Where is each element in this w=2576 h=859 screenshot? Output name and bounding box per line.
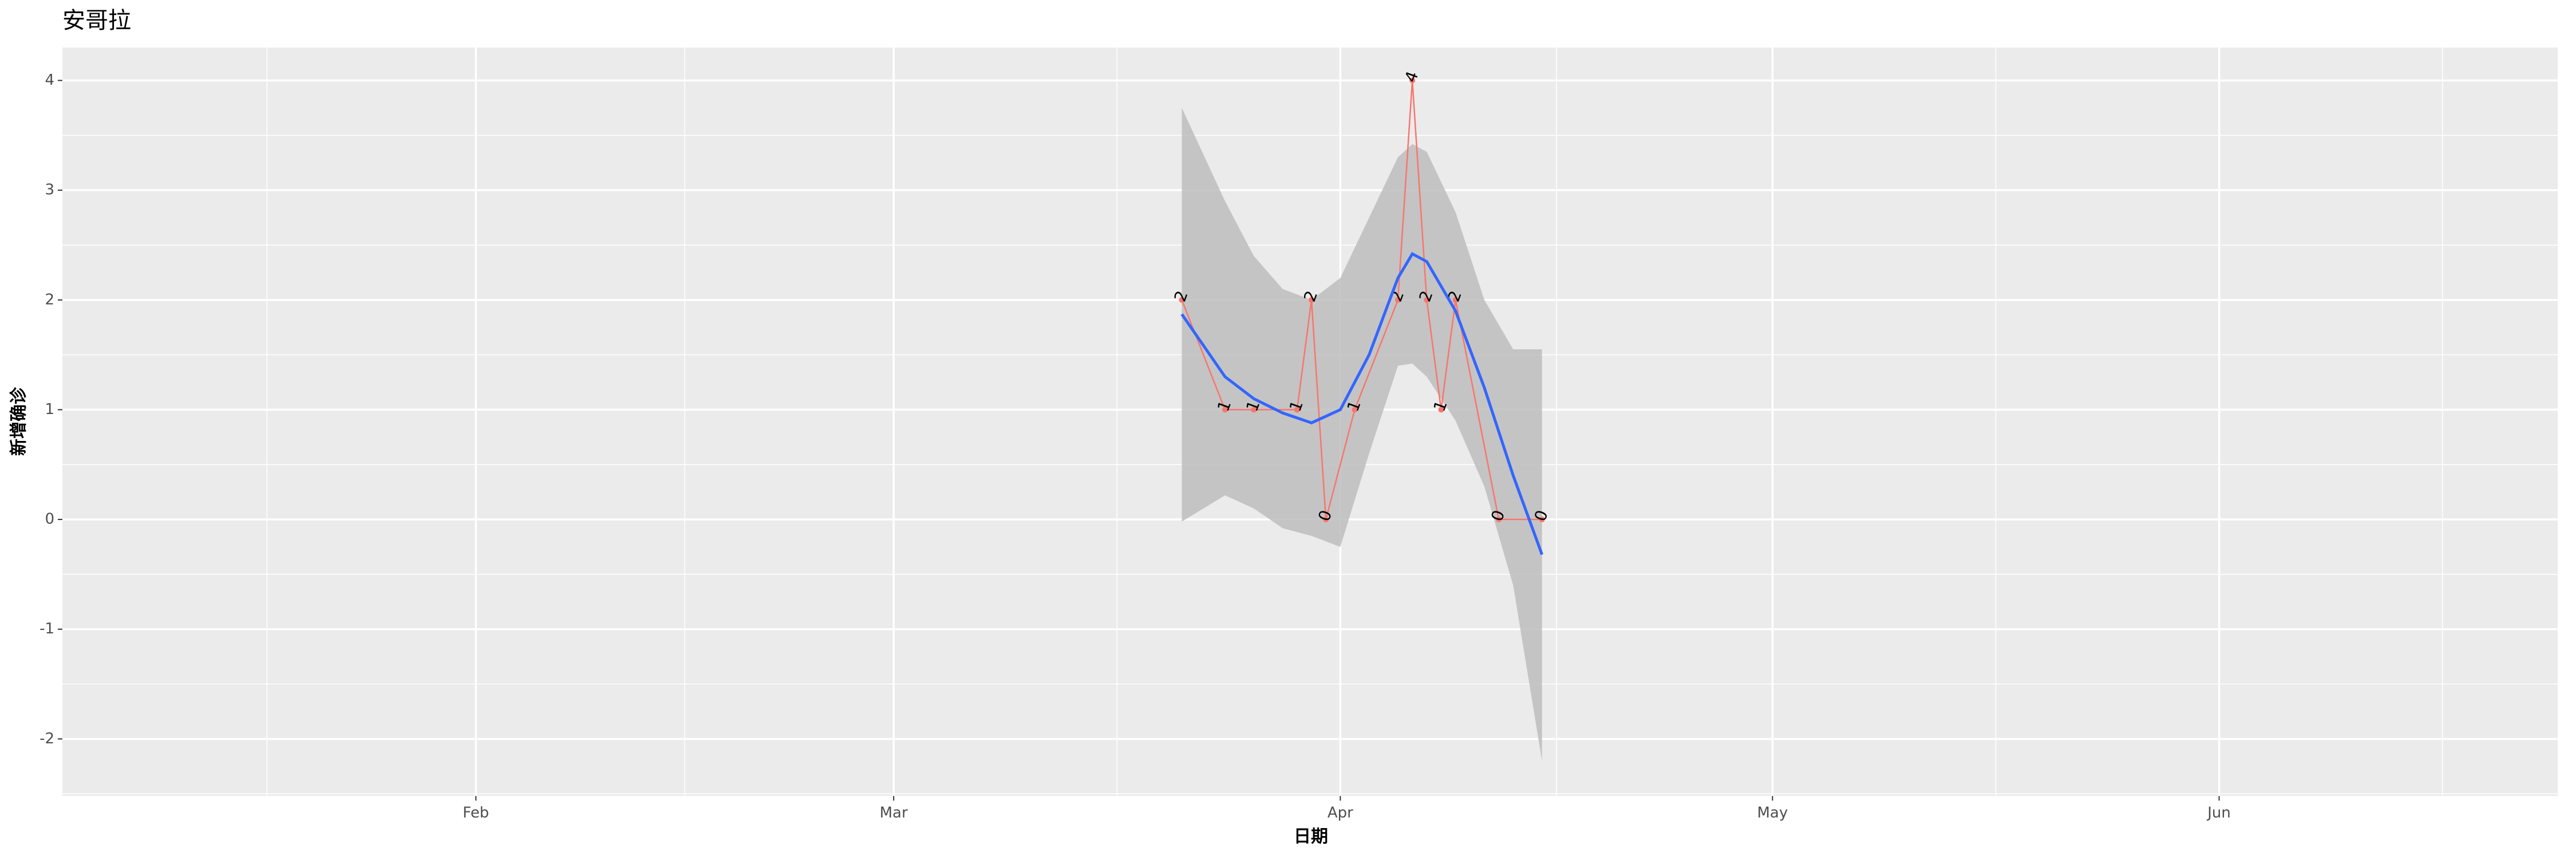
chart-title: 安哥拉: [62, 7, 131, 34]
data-point: [1438, 407, 1444, 413]
x-tick-label: Mar: [880, 805, 908, 822]
smooth-line: [1180, 251, 1544, 555]
x-tick-label: Feb: [463, 805, 489, 822]
y-tick-label: 4: [45, 72, 54, 89]
data-point: [1409, 77, 1416, 84]
data-point: [1424, 297, 1430, 303]
data-point: [1539, 517, 1545, 523]
data-point: [1496, 517, 1502, 523]
data-point: [1323, 517, 1329, 523]
x-axis-title: 日期: [1294, 827, 1328, 847]
x-tick-label: Apr: [1327, 805, 1353, 822]
data-point: [1251, 407, 1257, 413]
data-line: [1181, 80, 1542, 521]
data-point: [1395, 297, 1401, 303]
y-tick-label: -1: [39, 620, 54, 637]
data-point: [1222, 407, 1228, 413]
y-tick-label: 3: [45, 182, 54, 199]
data-point: [1309, 297, 1315, 303]
y-axis-title: 新增确诊: [9, 387, 29, 456]
y-tick-label: 0: [45, 511, 54, 528]
data-point: [1352, 407, 1358, 413]
x-tick-label: Jun: [2206, 805, 2231, 822]
y-tick-label: 1: [45, 401, 54, 418]
data-point: [1179, 297, 1185, 303]
confidence-band: [1182, 108, 1542, 761]
data-point: [1452, 297, 1459, 303]
data-point: [1294, 407, 1300, 413]
y-tick-label: 2: [45, 291, 54, 308]
y-tick-label: -2: [39, 730, 54, 747]
x-tick-label: May: [1757, 805, 1788, 822]
